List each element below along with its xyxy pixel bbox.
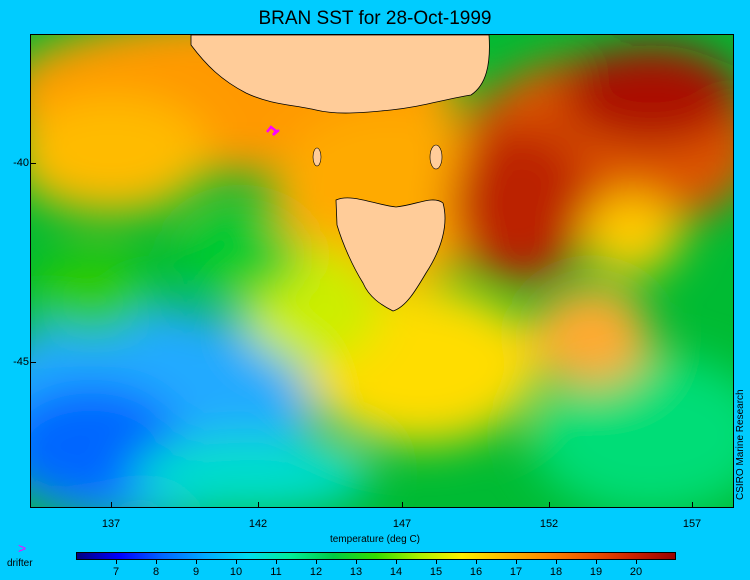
colorbar: [76, 552, 676, 560]
page-title: BRAN SST for 28-Oct-1999: [258, 8, 492, 29]
colorbar-tick-label: 16: [469, 566, 483, 578]
colorbar-tick-label: 9: [192, 566, 200, 578]
colorbar-tick-mark: [596, 560, 597, 564]
colorbar-tick-mark: [636, 560, 637, 564]
colorbar-tick-mark: [356, 560, 357, 564]
colorbar-tick-mark: [196, 560, 197, 564]
lon-tick-label-157: 157: [682, 518, 702, 530]
colorbar-tick-mark: [156, 560, 157, 564]
lon-tick-mark-157: [692, 502, 693, 508]
colorbar-tick-label: 12: [309, 566, 323, 578]
colorbar-tick-mark: [316, 560, 317, 564]
colorbar-tick-mark: [116, 560, 117, 564]
colorbar-tick-label: 15: [429, 566, 443, 578]
lon-tick-mark-137: [111, 502, 112, 508]
colorbar-tick-label: 14: [389, 566, 403, 578]
colorbar-tick-mark: [556, 560, 557, 564]
lat-tick-mark-45: [30, 362, 36, 363]
colorbar-tick-label: 7: [112, 566, 120, 578]
colorbar-tick-label: 10: [229, 566, 243, 578]
lon-tick-label-137: 137: [101, 518, 121, 530]
colorbar-tick-label: 17: [509, 566, 523, 578]
colorbar-tick-mark: [276, 560, 277, 564]
colorbar-tick-mark: [396, 560, 397, 564]
lon-tick-mark-147: [402, 502, 403, 508]
lon-tick-label-152: 152: [539, 518, 559, 530]
colorbar-tick-mark: [236, 560, 237, 564]
colorbar-tick-label: 13: [349, 566, 363, 578]
colorbar-tick-mark: [476, 560, 477, 564]
sst-map-canvas: [31, 35, 733, 507]
colorbar-tick-label: 8: [152, 566, 160, 578]
land-flinders-island: [429, 144, 443, 170]
lat-tick-label-40: -40: [13, 157, 29, 169]
colorbar-tick-mark: [436, 560, 437, 564]
credit-text: CSIRO Marine Research: [735, 389, 746, 500]
temperature-field: [31, 35, 733, 507]
lon-tick-mark-142: [258, 502, 259, 508]
land-king-island: [312, 147, 322, 167]
colorbar-tick-mark: [516, 560, 517, 564]
colorbar-tick-label: 18: [549, 566, 563, 578]
land-tasmania: [335, 197, 446, 312]
colorbar-tick-label: 19: [589, 566, 603, 578]
lat-tick-label-45: -45: [13, 356, 29, 368]
colorbar-tick-label: 20: [629, 566, 643, 578]
drifter-legend-icon: >: [18, 540, 27, 556]
drifter-legend-label: drifter: [7, 558, 33, 569]
sst-map[interactable]: [30, 34, 734, 508]
land-mainland: [190, 35, 490, 114]
lon-tick-mark-152: [549, 502, 550, 508]
colorbar-tick-label: 11: [270, 566, 282, 578]
axis-label: temperature (deg C): [329, 534, 421, 545]
lon-tick-label-142: 142: [248, 518, 268, 530]
lat-tick-mark-40: [30, 163, 36, 164]
drifter-track: [266, 125, 280, 136]
lon-tick-label-147: 147: [392, 518, 412, 530]
